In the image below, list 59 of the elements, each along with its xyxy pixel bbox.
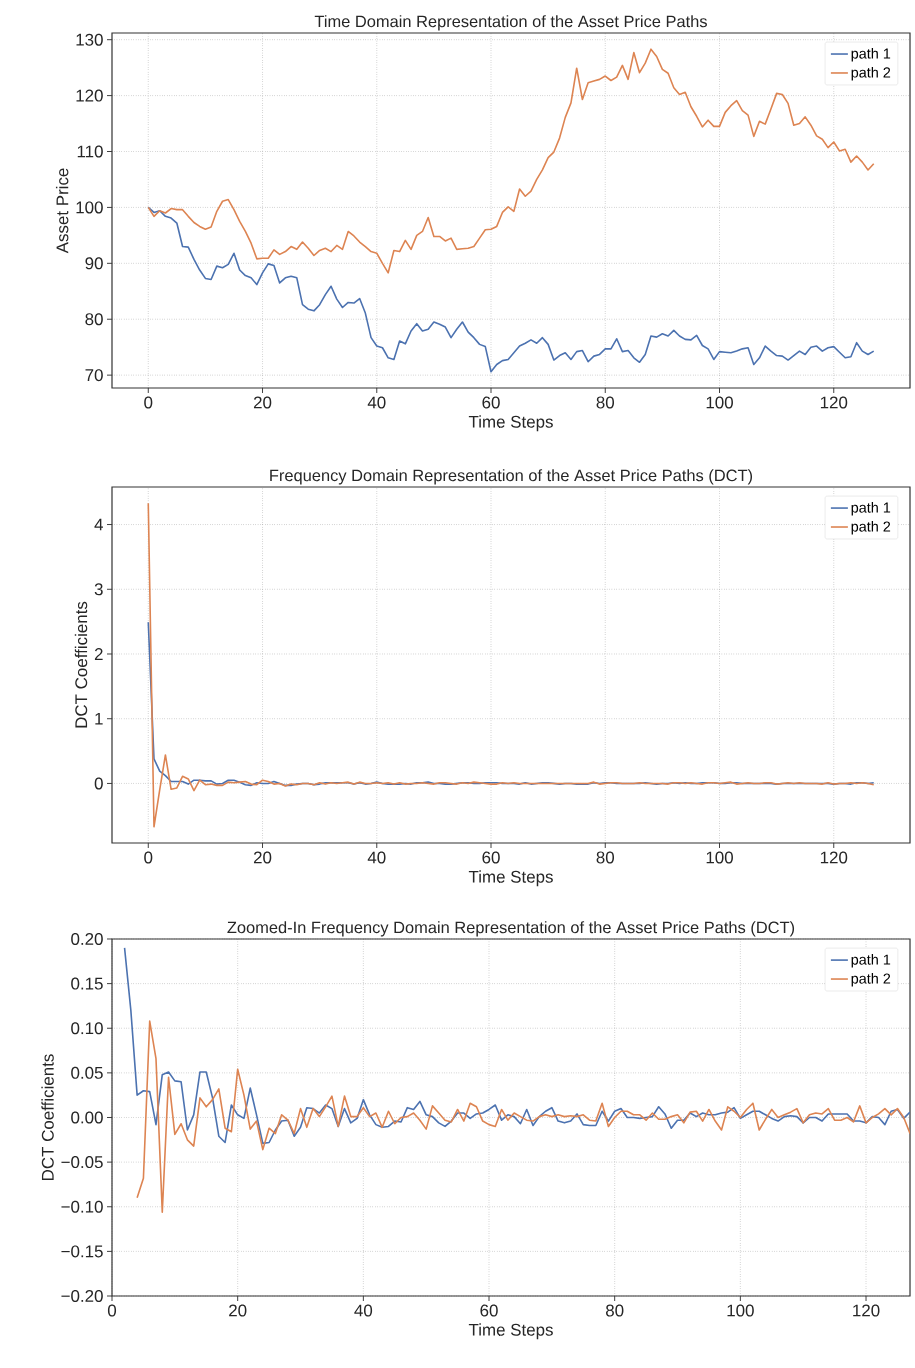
legend-label: path 1	[851, 48, 891, 62]
x-tick-label: 40	[367, 396, 386, 409]
x-axis-title: Time Steps	[468, 415, 553, 432]
x-tick-label: 0	[144, 396, 153, 409]
y-tick-label: −0.20	[61, 1290, 103, 1302]
x-tick-label: 20	[229, 1304, 247, 1317]
y-tick-label: 4	[94, 518, 103, 531]
x-tick-label: 120	[820, 851, 848, 864]
x-tick-label: 80	[606, 1304, 624, 1317]
y-axis-title: Asset Price	[55, 168, 69, 254]
y-tick-label: 0.00	[71, 1111, 103, 1124]
x-axis-title: Time Steps	[468, 870, 553, 887]
y-tick-label: 1	[95, 712, 103, 725]
x-tick-label: 60	[482, 851, 500, 864]
x-tick-label: 120	[853, 1304, 880, 1317]
x-tick-label: 40	[354, 1304, 373, 1317]
x-tick-label: 120	[820, 396, 848, 409]
chart-title: Time Domain Representation of the Asset Price Paths	[314, 15, 707, 31]
y-tick-label: 70	[85, 369, 103, 382]
x-tick-label: 40	[367, 851, 386, 864]
y-axis-title: DCT Coefficients	[41, 1054, 54, 1180]
x-tick-label: 80	[596, 396, 615, 409]
x-tick-label: 100	[727, 1304, 754, 1317]
legend-label: path 1	[851, 954, 891, 968]
y-tick-label: −0.15	[61, 1245, 103, 1258]
x-tick-label: 60	[480, 1304, 498, 1317]
y-tick-label: 3	[94, 583, 103, 596]
y-tick-label: 110	[77, 145, 103, 158]
y-tick-label: 80	[85, 313, 103, 326]
legend-label: path 1	[851, 502, 891, 516]
y-tick-label: 120	[76, 89, 103, 102]
y-tick-label: 0.15	[71, 977, 103, 990]
y-tick-label: 0	[94, 777, 103, 790]
y-tick-label: −0.05	[61, 1156, 103, 1169]
chart-title: Frequency Domain Representation of the Asset Price Paths (DCT)	[270, 469, 753, 485]
x-tick-label: 0	[107, 1304, 117, 1317]
x-tick-label: 100	[706, 851, 733, 864]
y-tick-label: 0.10	[71, 1022, 103, 1035]
y-tick-label: 0.20	[71, 933, 103, 945]
y-tick-label: 100	[76, 201, 103, 214]
x-tick-label: 20	[253, 396, 272, 409]
legend-label: path 2	[851, 973, 891, 987]
y-tick-label: 90	[85, 257, 103, 270]
y-axis-title: DCT Coefficients	[74, 601, 88, 728]
chart-title: Zoomed-In Frequency Domain Representation of the Asset Price Paths (DCT)	[227, 921, 795, 937]
line-series	[136, 1020, 911, 1213]
y-tick-label: 2	[94, 648, 103, 660]
y-tick-label: 130	[76, 33, 103, 46]
y-tick-label: 0.05	[71, 1066, 103, 1079]
y-tick-label: −0.10	[61, 1200, 103, 1213]
legend-label: path 2	[851, 521, 891, 535]
x-tick-label: 60	[482, 396, 500, 409]
line-series	[147, 206, 875, 373]
x-axis-title: Time Steps	[468, 1323, 553, 1340]
x-tick-label: 100	[706, 396, 733, 409]
x-tick-label: 20	[253, 851, 272, 864]
x-tick-label: 0	[144, 851, 153, 864]
legend-label: path 2	[851, 66, 891, 81]
x-tick-label: 80	[596, 851, 615, 864]
